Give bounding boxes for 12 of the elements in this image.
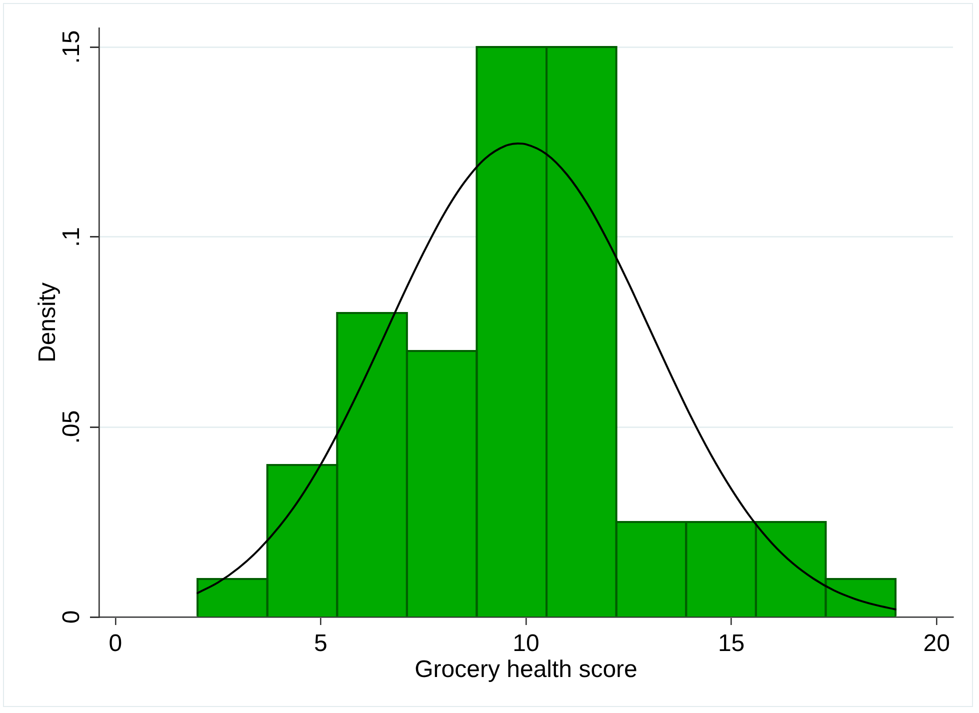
x-tick-label: 20 (923, 630, 950, 658)
line-series (196, 142, 897, 610)
y-tick-label: .15 (58, 30, 85, 64)
y-tick-label: .1 (58, 226, 85, 248)
y-tick-label: 0 (58, 610, 85, 624)
x-tick-label: 5 (314, 630, 328, 658)
x-tick-label: 0 (108, 630, 122, 658)
x-tick-label: 10 (512, 630, 540, 658)
x-axis-title: Grocery health score (414, 656, 638, 684)
y-tick-label: .05 (58, 410, 85, 444)
y-axis-title: Density (34, 282, 62, 363)
x-tick-label: 15 (718, 630, 745, 658)
